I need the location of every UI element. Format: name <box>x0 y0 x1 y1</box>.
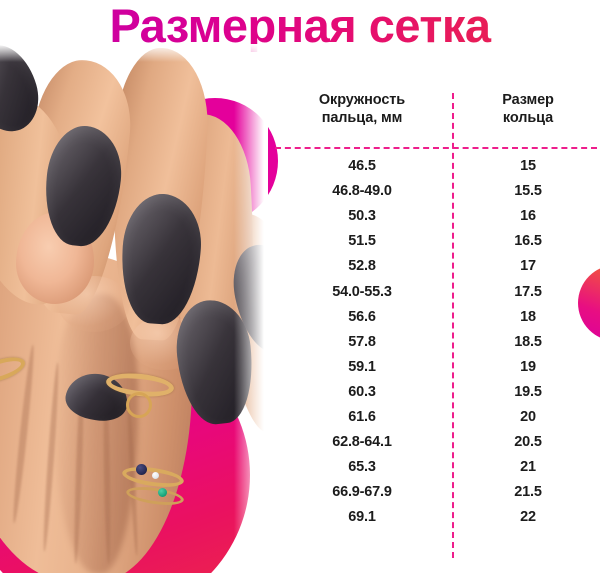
cell-ring-size: 21 <box>520 459 536 476</box>
cell-ring-size: 19 <box>520 358 536 375</box>
table-row: 50.3 16 <box>272 204 598 229</box>
column-divider-dashed <box>452 93 454 558</box>
table-row: 65.3 21 <box>272 455 598 480</box>
cell-ring-size: 16.5 <box>514 233 542 250</box>
table-row: 52.8 17 <box>272 254 598 279</box>
cell-ring-size: 15.5 <box>514 183 542 200</box>
cell-ring-size: 17 <box>520 258 536 275</box>
table-row: 60.3 19.5 <box>272 380 598 405</box>
gemstone-white <box>152 472 159 479</box>
size-table: Окружность пальца, мм Размер кольца 46.5… <box>272 88 598 566</box>
table-row: 69.1 22 <box>272 505 598 530</box>
cell-circumference: 51.5 <box>348 233 376 250</box>
cell-ring-size: 18 <box>520 308 536 325</box>
cell-circumference: 50.3 <box>348 208 376 225</box>
cell-circumference: 57.8 <box>348 333 376 350</box>
decor-circle-gradient-right <box>578 265 600 341</box>
gemstone-green <box>158 488 167 497</box>
cell-circumference: 60.3 <box>348 383 376 400</box>
cell-circumference: 59.1 <box>348 358 376 375</box>
table-row: 62.8-64.1 20.5 <box>272 430 598 455</box>
cell-ring-size: 22 <box>520 509 536 526</box>
table-header-row: Окружность пальца, мм Размер кольца <box>272 88 598 140</box>
column-header-ring-size: Размер кольца <box>502 92 554 126</box>
cell-ring-size: 20.5 <box>514 434 542 451</box>
photo-fade-top <box>0 44 268 62</box>
cell-ring-size: 21.5 <box>514 484 542 501</box>
hand-with-rings-photo <box>0 44 268 573</box>
gemstone-navy <box>136 464 147 475</box>
table-row: 56.6 18 <box>272 305 598 330</box>
ring-charm-circle <box>126 392 152 418</box>
cell-circumference: 66.9-67.9 <box>332 484 392 501</box>
cell-ring-size: 20 <box>520 408 536 425</box>
table-row: 66.9-67.9 21.5 <box>272 480 598 505</box>
table-row: 51.5 16.5 <box>272 229 598 254</box>
cell-circumference: 61.6 <box>348 408 376 425</box>
column-header-circumference: Окружность пальца, мм <box>318 92 406 126</box>
cell-circumference: 46.8-49.0 <box>332 183 392 200</box>
cell-ring-size: 15 <box>520 158 536 175</box>
cell-circumference: 54.0-55.3 <box>332 283 392 300</box>
cell-circumference: 52.8 <box>348 258 376 275</box>
cell-circumference: 69.1 <box>348 509 376 526</box>
cell-circumference: 46.5 <box>348 158 376 175</box>
cell-ring-size: 18.5 <box>514 333 542 350</box>
header-divider-dashed <box>275 147 597 149</box>
page-title: Размерная сетка <box>0 0 600 56</box>
cell-ring-size: 16 <box>520 208 536 225</box>
cell-circumference: 56.6 <box>348 308 376 325</box>
table-row: 46.5 15 <box>272 154 598 179</box>
table-row: 57.8 18.5 <box>272 330 598 355</box>
table-row: 59.1 19 <box>272 355 598 380</box>
cell-ring-size: 19.5 <box>514 383 542 400</box>
table-row: 54.0-55.3 17.5 <box>272 279 598 304</box>
table-row: 46.8-49.0 15.5 <box>272 179 598 204</box>
table-row: 61.6 20 <box>272 405 598 430</box>
cell-ring-size: 17.5 <box>514 283 542 300</box>
cell-circumference: 62.8-64.1 <box>332 434 392 451</box>
palm-shading <box>54 294 138 573</box>
table-body: 46.5 15 46.8-49.0 15.5 50.3 16 51.5 16.5 52.8 17 5… <box>272 154 598 530</box>
photo-fade-right <box>234 44 268 573</box>
cell-circumference: 65.3 <box>348 459 376 476</box>
